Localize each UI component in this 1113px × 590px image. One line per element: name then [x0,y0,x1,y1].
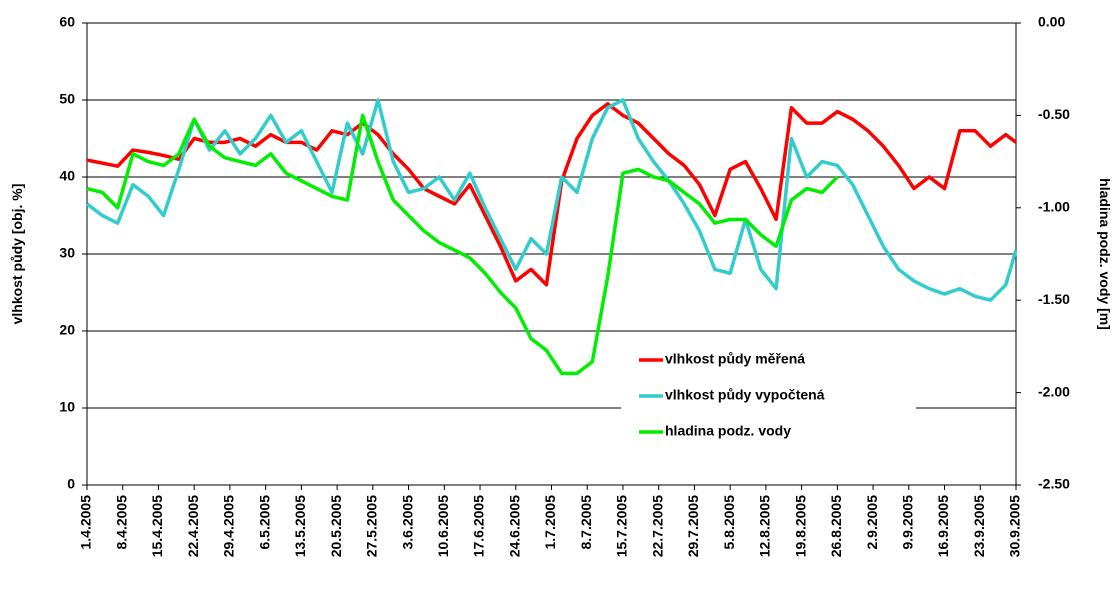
y-tick-label: 0 [67,476,75,492]
y-tick-label: 60 [59,14,75,30]
x-tick-label: 22.7.2005 [649,495,665,557]
y2-axis-label: hladina podz. vody [m] [1097,178,1113,330]
x-tick-label: 23.9.2005 [971,495,987,557]
x-tick-label: 10.6.2005 [435,495,451,557]
y-tick-label: 40 [59,168,75,184]
legend-label: vlhkost půdy vypočtená [665,387,825,403]
x-tick-label: 12.8.2005 [757,495,773,557]
y2-tick-label: 0.00 [1038,14,1065,30]
data-line [85,98,1018,302]
x-tick-label: 1.7.2005 [542,495,558,550]
x-tick-label: 3.6.2005 [399,495,415,550]
x-tick-label: 5.8.2005 [721,495,737,550]
x-tick-label: 29.7.2005 [685,495,701,557]
legend-label: hladina podz. vody [665,423,791,439]
y-axis-label: vlhkost půdy [obj. %] [9,184,25,325]
x-tick-label: 2.9.2005 [864,495,880,550]
y2-tick-label: -2.00 [1038,383,1070,399]
x-tick-label: 30.9.2005 [1007,495,1023,557]
x-tick-label: 8.4.2005 [113,495,129,550]
x-tick-label: 27.5.2005 [364,495,380,557]
x-tick-label: 15.4.2005 [149,495,165,557]
x-tick-label: 17.6.2005 [471,495,487,557]
x-tick-label: 19.8.2005 [792,495,808,557]
y-tick-label: 50 [59,91,75,107]
x-tick-label: 22.4.2005 [185,495,201,557]
x-tick-label: 24.6.2005 [506,495,522,557]
y-tick-label: 30 [59,245,75,261]
data-line [86,102,1018,287]
x-tick-label: 6.5.2005 [256,495,272,550]
y2-tick-label: -2.50 [1038,476,1070,492]
x-tick-label: 20.5.2005 [328,495,344,557]
x-tick-label: 15.7.2005 [614,495,630,557]
data-line [86,113,839,376]
legend: vlhkost půdy měřená vlhkost půdy vypočten… [621,340,916,450]
x-tick-label: 8.7.2005 [578,495,594,550]
legend-label: vlhkost půdy měřená [665,351,805,367]
x-tick-label: 26.8.2005 [828,495,844,557]
y-tick-label: 10 [59,399,75,415]
x-tick-label: 16.9.2005 [935,495,951,557]
y2-tick-label: -1.50 [1038,291,1070,307]
y-tick-label: 20 [59,322,75,338]
x-tick-label: 1.4.2005 [78,495,94,550]
x-tick-label: 13.5.2005 [292,495,308,557]
legend-box [621,340,916,450]
x-tick-label: 9.9.2005 [900,495,916,550]
y2-tick-label: -1.00 [1038,199,1070,215]
x-tick-label: 29.4.2005 [221,495,237,557]
y2-tick-label: -0.50 [1038,106,1070,122]
